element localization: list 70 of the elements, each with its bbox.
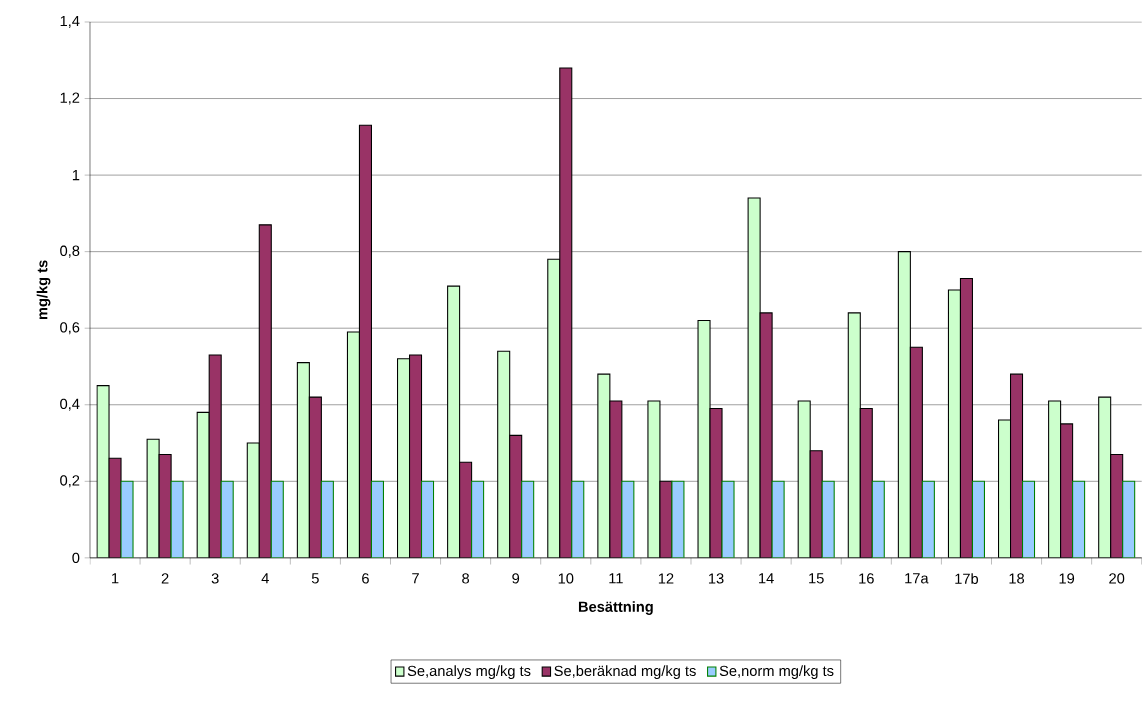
bar xyxy=(797,400,811,558)
bar xyxy=(721,480,735,558)
x-tick-label: 15 xyxy=(809,573,824,584)
bar xyxy=(497,350,511,558)
x-tick-label: 7 xyxy=(412,573,419,584)
x-tick-label: 11 xyxy=(609,573,623,584)
bar xyxy=(847,312,861,558)
bar xyxy=(220,480,234,558)
x-axis-title: Besättning xyxy=(578,600,653,615)
bar xyxy=(1098,396,1112,558)
x-tick-label: 6 xyxy=(362,573,369,584)
bar xyxy=(971,480,985,558)
x-tick-label: 17a xyxy=(905,573,929,584)
bar xyxy=(921,480,935,558)
bar xyxy=(196,411,210,558)
bar xyxy=(871,480,885,558)
x-tick-label: 16 xyxy=(859,573,874,584)
bar xyxy=(370,480,384,558)
bar xyxy=(1048,400,1062,558)
bar xyxy=(1072,480,1086,558)
x-tick-label: 2 xyxy=(161,573,169,584)
bar xyxy=(771,480,785,558)
x-tick-label: 18 xyxy=(1009,573,1025,584)
bar xyxy=(997,419,1012,558)
x-tick-label: 12 xyxy=(658,573,674,584)
y-tick-label: 0,2 xyxy=(60,475,80,488)
x-tick-label: 4 xyxy=(261,573,269,584)
legend-label: Se,beräknad mg/kg ts xyxy=(554,665,696,679)
x-tick-label: 13 xyxy=(708,573,724,584)
bar xyxy=(897,250,911,558)
bar xyxy=(671,480,685,558)
y-tick-label: 1,2 xyxy=(60,92,80,105)
bar xyxy=(821,480,835,558)
x-tick-label: 14 xyxy=(759,573,774,584)
x-tick-label: 20 xyxy=(1109,573,1125,584)
bar xyxy=(346,331,360,558)
x-tick-label: 19 xyxy=(1059,573,1075,584)
bar xyxy=(120,480,134,558)
x-tick-label: 8 xyxy=(462,573,470,584)
bar xyxy=(396,358,411,558)
x-tick-label: 5 xyxy=(311,573,319,584)
x-tick-label: 9 xyxy=(512,573,520,584)
bar xyxy=(471,480,485,558)
x-tick-label: 3 xyxy=(211,573,219,584)
y-tick-label: 0,4 xyxy=(60,398,80,411)
bar xyxy=(296,361,310,558)
bar xyxy=(170,480,184,558)
bar xyxy=(547,258,561,558)
x-tick-label: 1 xyxy=(112,573,119,584)
bar xyxy=(571,480,585,558)
x-tick-label: 10 xyxy=(558,573,574,584)
y-tick-label: 0 xyxy=(72,552,80,563)
legend-label: Se,norm mg/kg ts xyxy=(719,665,834,679)
x-tick-label: 17b xyxy=(955,573,979,584)
legend-label: Se,analys mg/kg ts xyxy=(407,665,531,679)
y-tick-label: 0,6 xyxy=(60,321,80,335)
y-tick-label: 0,8 xyxy=(60,245,80,258)
bar xyxy=(947,289,961,558)
bar xyxy=(1122,480,1136,558)
y-axis-title: mg/kg ts xyxy=(36,260,51,319)
bar xyxy=(621,480,635,558)
bar xyxy=(246,442,260,558)
bar xyxy=(270,480,284,558)
bar xyxy=(447,285,461,558)
bar xyxy=(320,480,334,558)
y-tick-label: 1 xyxy=(72,169,80,180)
y-tick-label: 1,4 xyxy=(60,15,80,28)
bar xyxy=(1021,480,1036,558)
bar xyxy=(420,480,435,558)
bar xyxy=(521,480,535,558)
